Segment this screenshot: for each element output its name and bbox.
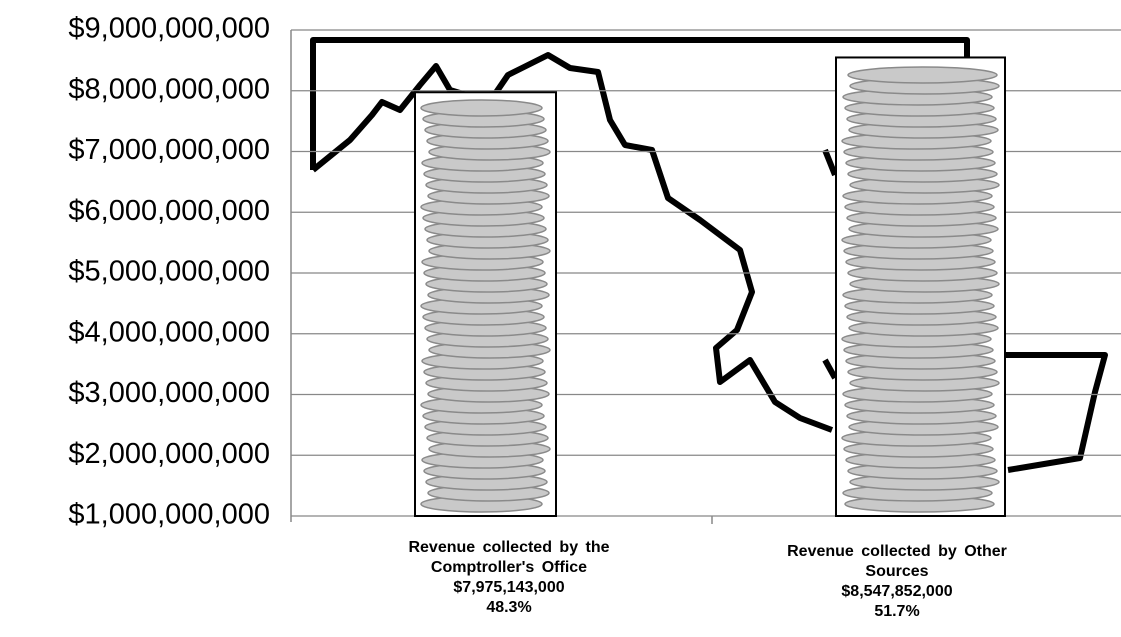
y-tick-label: $7,000,000,000 (68, 134, 270, 166)
coin (847, 66, 998, 84)
y-tick-label: $3,000,000,000 (68, 377, 270, 409)
y-tick-label: $9,000,000,000 (68, 13, 270, 45)
y-tick-label: $4,000,000,000 (68, 316, 270, 348)
x-tick-label: Revenue collected by Other Sources (787, 543, 1007, 580)
coin-stack (841, 66, 1000, 513)
share-label: 51.7% (874, 603, 920, 620)
coin-stack (420, 99, 551, 513)
value-label: $7,975,143,000 (453, 579, 565, 596)
y-tick-label: $1,000,000,000 (68, 499, 270, 531)
value-label: $8,547,852,000 (841, 583, 953, 600)
y-tick-label: $2,000,000,000 (68, 438, 270, 470)
map-outline (310, 37, 1108, 473)
x-tick-label: Revenue collected by the Comptroller's O… (408, 539, 610, 576)
coin (420, 99, 543, 117)
share-label: 48.3% (486, 599, 532, 616)
y-tick-label: $5,000,000,000 (68, 256, 270, 288)
y-tick-label: $6,000,000,000 (68, 195, 270, 227)
y-tick-label: $8,000,000,000 (68, 73, 270, 105)
